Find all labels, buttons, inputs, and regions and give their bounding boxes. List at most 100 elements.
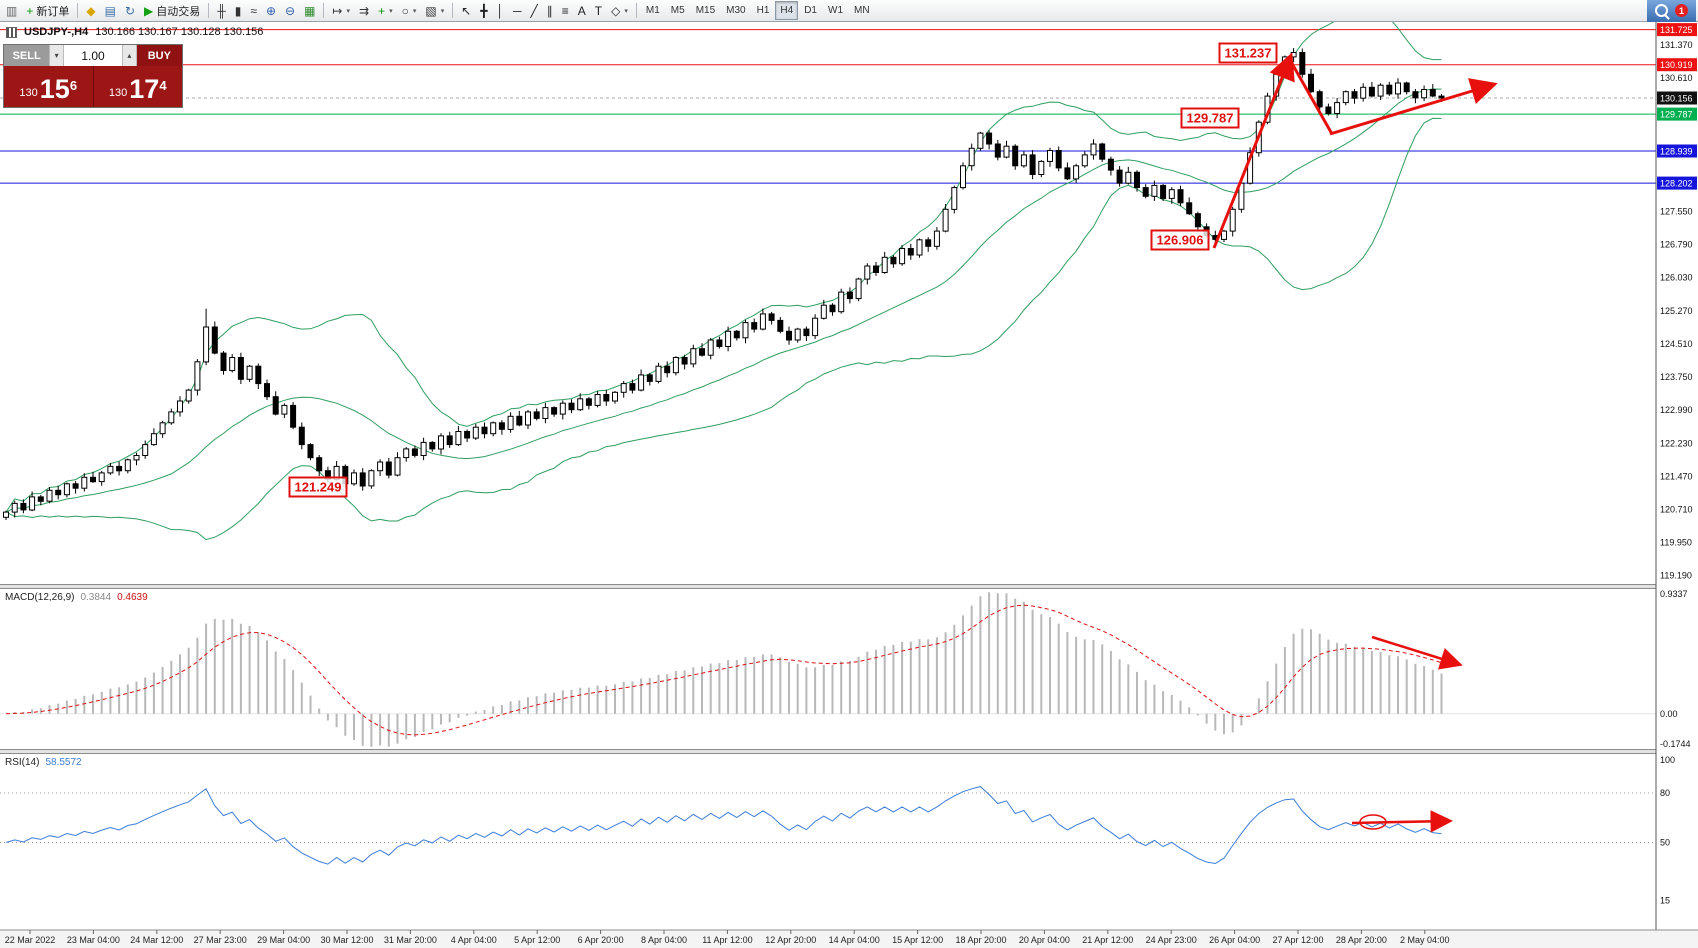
chart-window-icon: ▥ — [6, 3, 18, 18]
tile-windows-icon[interactable]: ▦ — [300, 1, 319, 21]
price-callout[interactable]: 121.249 — [288, 476, 348, 498]
toolbar-separator — [635, 3, 637, 18]
shapes-icon[interactable]: ◇ ▾ — [607, 1, 632, 21]
timeframe-button-mn[interactable]: MN — [854, 5, 870, 16]
time-axis-label: 18 Apr 20:00 — [955, 935, 1006, 945]
shapes-icon: ◇ — [611, 3, 621, 18]
chart-window-icon: ▥ — [2, 1, 21, 21]
timeframe-button-d1[interactable]: D1 — [804, 5, 817, 16]
new-order-button-label: 新订单 — [36, 5, 70, 18]
templates-icon-dropdown[interactable]: ▾ — [440, 7, 445, 15]
main-chart-panel[interactable] — [0, 22, 1656, 584]
timeframe-button-h1[interactable]: H1 — [756, 5, 770, 16]
time-axis-label: 28 Apr 20:00 — [1336, 935, 1387, 945]
terminal-icon: ▤ — [104, 3, 116, 18]
text-icon[interactable]: A — [574, 1, 590, 21]
time-axis-label: 23 Mar 04:00 — [67, 935, 120, 945]
price-tag-label: 129.787 — [1660, 110, 1693, 120]
auto-scroll-icon[interactable]: ↦ ▾ — [328, 1, 354, 21]
volume-increase-button[interactable]: ▴ — [122, 45, 137, 66]
indicators-icon[interactable]: + ▾ — [374, 1, 397, 21]
timeframe-button-m1[interactable]: M1 — [645, 5, 660, 16]
periods-icon[interactable]: ○ ▾ — [398, 1, 421, 21]
price-callout[interactable]: 129.787 — [1180, 107, 1240, 129]
volume-input[interactable] — [64, 45, 122, 66]
price-axis[interactable]: 131.370 130.610 127.550 126.790 126.030 125.2… — [1655, 22, 1698, 930]
rsi-highlight-ellipse[interactable] — [1359, 814, 1387, 830]
sell-price[interactable]: 130 15 6 — [4, 66, 94, 107]
volume-decrease-button[interactable]: ▾ — [49, 45, 64, 66]
market-depth-icon[interactable]: ◆ — [82, 1, 99, 21]
zoom-out-icon[interactable]: ⊖ — [281, 1, 299, 21]
terminal-icon[interactable]: ▤ — [101, 1, 120, 21]
rsi-name: RSI(14) — [5, 757, 40, 768]
auto-scroll-icon-dropdown[interactable]: ▾ — [346, 7, 350, 15]
auto-trading-button[interactable]: ▶ 自动交易 — [140, 1, 204, 21]
timeframe-button-h4[interactable]: H4 — [775, 1, 799, 20]
sell-button[interactable]: SELL — [4, 45, 50, 66]
chart-canvas[interactable]: 131.370 130.610 127.550 126.790 126.030 125.2… — [0, 22, 1698, 948]
chart-workspace: 131.370 130.610 127.550 126.790 126.030 125.2… — [0, 22, 1698, 948]
templates-icon[interactable]: ▧ ▾ — [421, 1, 448, 21]
time-axis-label: 22 Mar 2022 — [5, 935, 56, 945]
periods-icon-dropdown[interactable]: ▾ — [412, 7, 417, 15]
vertical-line-icon[interactable]: │ — [493, 1, 509, 21]
timeframe-button-m5[interactable]: M5 — [670, 5, 685, 16]
indicators-icon-dropdown[interactable]: ▾ — [389, 7, 393, 15]
price-callout[interactable]: 131.237 — [1218, 42, 1278, 64]
panel-splitter[interactable] — [0, 584, 1698, 589]
trend-arrow[interactable] — [1212, 52, 1295, 249]
buy-button[interactable]: BUY — [136, 45, 182, 66]
channel-icon[interactable]: ∥ — [543, 1, 557, 21]
new-order-button: + — [26, 3, 34, 18]
tile-windows-icon: ▦ — [304, 3, 316, 18]
timeframe-button-m15[interactable]: M15 — [695, 5, 716, 16]
crosshair-icon[interactable]: ╋ — [476, 1, 491, 21]
macd-axis-label: 0.9337 — [1660, 589, 1688, 599]
line-chart-icon[interactable]: ≈ — [246, 1, 261, 21]
panel-splitter[interactable] — [0, 749, 1698, 754]
fibonacci-icon[interactable]: ≡ — [558, 1, 573, 21]
time-axis[interactable]: 22 Mar 2022 23 Mar 04:00 24 Mar 12:00 27 Ma… — [0, 929, 1698, 948]
trend-arrows[interactable] — [1212, 52, 1498, 833]
bar-chart-icon[interactable]: ╫ — [213, 1, 230, 21]
auto-trading-button-label: 自动交易 — [156, 5, 201, 18]
candlestick-chart-icon[interactable]: ▮ — [231, 1, 246, 21]
search-icon[interactable] — [1655, 4, 1668, 17]
price-axis-label: 119.950 — [1660, 538, 1692, 548]
macd-indicator-label: MACD(12,26,9) 0.3844 0.4639 — [5, 592, 148, 603]
sell-price-pips: 15 — [39, 74, 70, 104]
shapes-icon-dropdown[interactable]: ▾ — [624, 7, 628, 15]
price-axis-label: 127.550 — [1660, 207, 1693, 217]
macd-axis-label: 0.00 — [1660, 709, 1678, 719]
macd-arrow[interactable] — [1371, 635, 1463, 670]
timeframe-button-w1[interactable]: W1 — [828, 5, 843, 16]
horizontal-line-icon[interactable]: ─ — [509, 1, 526, 21]
crosshair-icon: ╋ — [480, 3, 488, 18]
trend-arrow[interactable] — [1288, 59, 1334, 135]
refresh-icon[interactable]: ↻ — [121, 1, 139, 21]
toolbar-search-area: 1 — [1647, 0, 1696, 22]
time-axis-label: 21 Apr 12:00 — [1082, 935, 1133, 945]
notification-badge[interactable]: 1 — [1675, 4, 1688, 17]
cursor-icon[interactable]: ↖ — [457, 1, 475, 21]
buy-price[interactable]: 130 17 4 — [94, 66, 183, 107]
zoom-in-icon[interactable]: ⊕ — [262, 1, 280, 21]
macd-histogram — [13, 592, 1443, 747]
trend-arrow[interactable] — [1329, 78, 1498, 136]
price-tag-label: 131.725 — [1660, 25, 1693, 35]
new-order-button[interactable]: + 新订单 — [22, 1, 73, 21]
timeframe-button-m30[interactable]: M30 — [726, 5, 746, 16]
label-icon[interactable]: T — [591, 1, 606, 21]
label-icon: T — [594, 3, 603, 18]
rsi-panel[interactable] — [0, 754, 1656, 930]
rsi-axis-label: 50 — [1660, 838, 1670, 848]
channel-icon: ∥ — [546, 3, 553, 18]
chart-shift-icon[interactable]: ⇉ — [355, 1, 373, 21]
trendline-icon[interactable]: ╱ — [527, 1, 542, 21]
price-callout[interactable]: 126.906 — [1150, 229, 1210, 251]
zoom-out-icon: ⊖ — [285, 3, 296, 18]
macd-panel[interactable] — [0, 589, 1656, 749]
rsi-arrow[interactable] — [1351, 810, 1453, 833]
